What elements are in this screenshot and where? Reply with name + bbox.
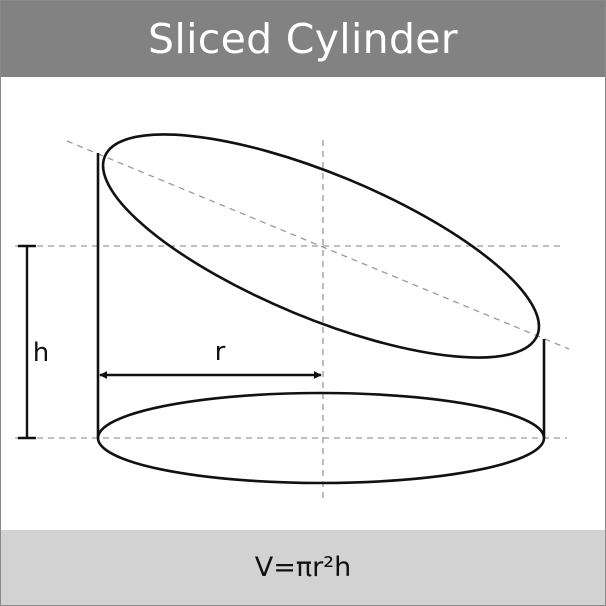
diagram-title: Sliced Cylinder	[148, 14, 458, 63]
formula-bar: V=πr²h	[1, 530, 605, 605]
slice-axis-guide	[66, 140, 570, 350]
cylinder-figure: h r	[1, 77, 605, 530]
slanted-top-face	[101, 133, 541, 359]
sliced-cylinder-drawing: h r	[15, 133, 570, 501]
radius-label: r	[215, 337, 226, 367]
height-label: h	[33, 338, 49, 368]
volume-formula: V=πr²h	[254, 552, 352, 583]
base-ellipse	[96, 391, 546, 485]
title-bar: Sliced Cylinder	[1, 1, 605, 77]
